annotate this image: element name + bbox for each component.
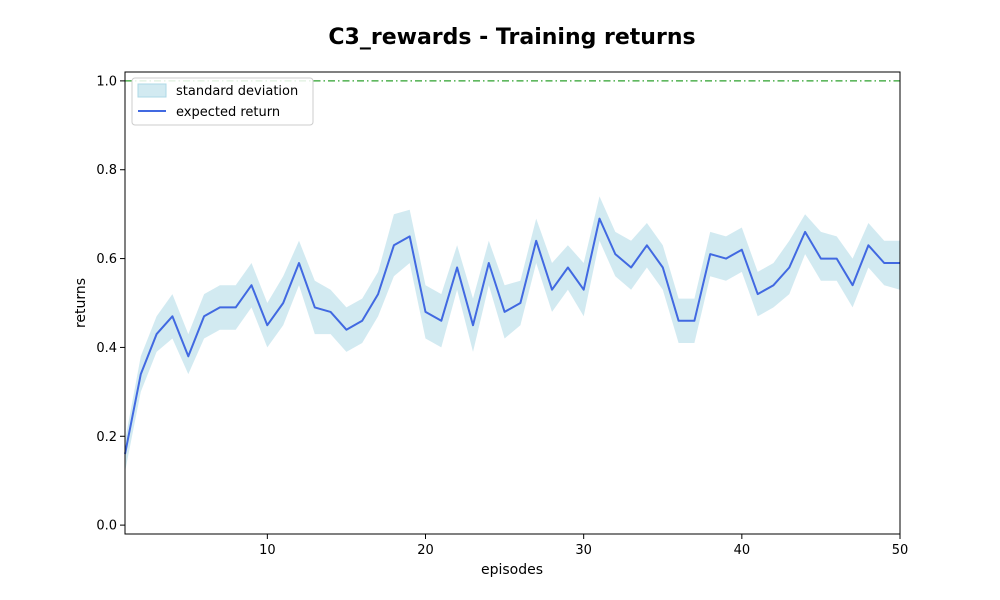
series-line-0 [124,217,900,455]
y-axis-label: returns [73,278,89,328]
legend-box [131,77,314,126]
x-tick-label: 30 [575,543,592,558]
y-tick-label: 0.2 [96,430,117,445]
std-band [125,196,900,472]
legend-band-swatch [137,83,167,98]
y-tick-label: 0.8 [96,163,117,178]
band-layer [125,196,900,472]
x-tick-label: 20 [417,543,434,558]
x-tick-label: 10 [259,543,276,558]
legend: standard deviation expected return [131,77,314,126]
plot-area [124,71,901,535]
x-tick-label: 40 [734,543,751,558]
y-tick-label: 0.4 [96,341,117,356]
x-axis: 10 20 30 40 50 [259,534,908,558]
x-axis-label: episodes [481,562,543,578]
x-tick-label: 50 [892,543,909,558]
plot-frame [124,71,901,535]
y-axis: 0.0 0.2 0.4 0.6 0.8 1.0 [96,74,125,534]
legend-line-label: expected return [176,105,280,120]
y-tick-label: 0.0 [96,519,117,534]
chart-title: C3_rewards - Training returns [328,25,695,50]
y-tick-label: 1.0 [96,74,117,89]
legend-band-label: standard deviation [176,84,298,99]
y-tick-label: 0.6 [96,252,117,267]
